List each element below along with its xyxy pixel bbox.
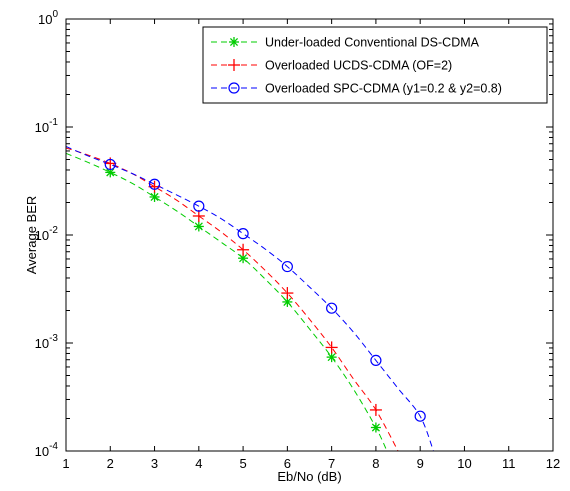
- legend-box: [202, 26, 548, 104]
- data-point-series-2: [325, 341, 338, 354]
- legend: Under-loaded Conventional DS-CDMA Overloa…: [202, 26, 548, 104]
- series-markers: [104, 157, 426, 433]
- series-line-2: [66, 147, 399, 451]
- data-point-series-3: [148, 178, 161, 190]
- x-axis-label: Eb/No (dB): [277, 469, 341, 484]
- x-tick-label: 6: [284, 456, 291, 471]
- data-point-series-3: [237, 228, 249, 240]
- data-point-series-2: [237, 243, 250, 256]
- y-tick-label: 10-1: [35, 117, 59, 135]
- x-axis-ticks: 1 2 3 4 5 6 7 8 9 10 11 12: [62, 19, 560, 471]
- x-tick-label: 7: [328, 456, 335, 471]
- legend-label-1: Under-loaded Conventional DS-CDMA: [265, 36, 480, 50]
- legend-marker-3: [228, 82, 240, 94]
- legend-label-3: Overloaded SPC-CDMA (y1=0.2 & y2=0.8): [265, 82, 502, 96]
- data-point-series-1: [149, 191, 160, 202]
- legend-marker-2: [228, 59, 240, 71]
- series-curves: [66, 146, 434, 451]
- series-line-1: [66, 152, 388, 451]
- data-point-series-3: [104, 158, 116, 171]
- data-point-series-3: [414, 410, 426, 422]
- x-tick-label: 5: [239, 456, 246, 471]
- data-point-series-3: [326, 302, 338, 314]
- x-tick-label: 10: [457, 456, 471, 471]
- x-tick-label: 3: [151, 456, 158, 471]
- data-point-series-1: [193, 221, 204, 232]
- y-tick-label: 10-2: [35, 225, 59, 243]
- legend-label-2: Overloaded UCDS-CDMA (OF=2): [265, 59, 452, 73]
- data-point-series-3: [370, 354, 382, 367]
- x-tick-label: 1: [62, 456, 69, 471]
- data-point-series-1: [370, 422, 381, 433]
- y-tick-label: 10-3: [35, 333, 59, 351]
- data-point-series-2: [192, 209, 205, 222]
- x-tick-label: 12: [546, 456, 560, 471]
- data-point-series-1: [326, 352, 337, 363]
- y-tick-label: 100: [38, 9, 58, 27]
- y-axis-ticks: 10-4 10-3 10-2 10-1 100: [35, 9, 553, 459]
- data-point-series-3: [193, 200, 205, 212]
- x-tick-label: 4: [195, 456, 202, 471]
- x-tick-label: 11: [502, 456, 516, 471]
- x-tick-label: 8: [372, 456, 379, 471]
- series-line-3: [66, 146, 434, 451]
- data-point-series-3: [281, 260, 293, 273]
- x-tick-label: 9: [417, 456, 424, 471]
- y-axis-label: Average BER: [24, 196, 39, 275]
- data-point-series-2: [369, 403, 382, 416]
- legend-marker-1: [229, 37, 239, 47]
- data-point-series-2: [281, 287, 294, 300]
- y-tick-label: 10-4: [35, 441, 59, 459]
- x-tick-label: 2: [107, 456, 114, 471]
